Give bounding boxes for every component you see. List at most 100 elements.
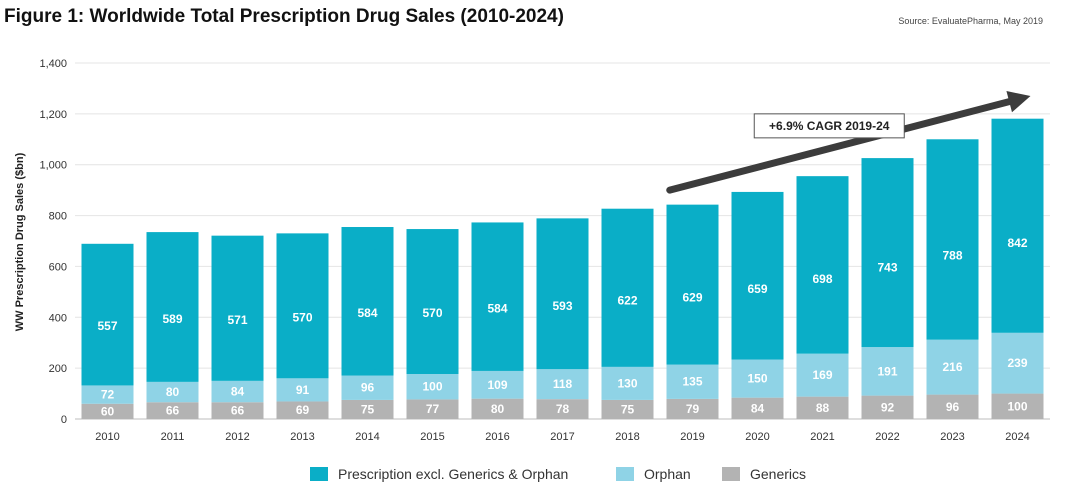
y-axis-ticks: 0 200 400 600 800 1,000 1,200 1,400 xyxy=(39,58,67,426)
data-label: 80 xyxy=(491,402,505,416)
y-tick-label: 1,200 xyxy=(39,109,67,121)
bar-prescription xyxy=(276,233,329,379)
x-tick-label: 2022 xyxy=(875,431,899,443)
y-axis-label: WW Prescription Drug Sales ($bn) xyxy=(14,152,26,331)
data-label: 629 xyxy=(682,290,702,304)
data-label: 100 xyxy=(422,380,442,394)
y-tick-label: 800 xyxy=(49,211,67,223)
y-tick-label: 200 xyxy=(49,363,67,375)
bar-generics xyxy=(991,393,1044,419)
data-label: 169 xyxy=(812,368,832,382)
y-tick-label: 600 xyxy=(49,261,67,273)
legend: Prescription excl. Generics & Orphan Orph… xyxy=(310,466,806,482)
data-label: 788 xyxy=(942,249,962,263)
bar-orphan xyxy=(861,347,914,396)
data-label: 135 xyxy=(682,375,702,389)
x-tick-label: 2013 xyxy=(290,431,314,443)
data-label: 72 xyxy=(101,388,115,402)
data-label: 589 xyxy=(162,312,182,326)
bar-orphan xyxy=(796,353,849,397)
x-tick-label: 2012 xyxy=(225,431,249,443)
bar-group-2022: 92 191 743 xyxy=(861,158,914,419)
bar-generics xyxy=(926,394,979,419)
legend-label: Generics xyxy=(750,466,806,482)
data-label: 75 xyxy=(621,402,635,416)
y-tick-label: 400 xyxy=(49,312,67,324)
x-tick-label: 2011 xyxy=(161,431,185,443)
data-label: 66 xyxy=(231,404,245,418)
bar-generics xyxy=(796,396,849,419)
bar-prescription xyxy=(861,158,914,348)
data-label: 130 xyxy=(617,376,637,390)
data-label: 842 xyxy=(1007,236,1027,250)
data-label: 584 xyxy=(357,306,377,320)
bar-group-2016: 80 109 584 xyxy=(471,222,524,419)
bar-group-2019: 79 135 629 xyxy=(666,204,719,419)
bar-orphan xyxy=(276,378,329,402)
legend-swatch xyxy=(310,467,328,481)
data-label: 84 xyxy=(751,401,765,415)
bar-group-2021: 88 169 698 xyxy=(796,176,849,419)
bar-orphan xyxy=(991,332,1044,394)
x-tick-label: 2010 xyxy=(95,431,119,443)
y-tick-label: 1,400 xyxy=(39,58,67,70)
x-tick-label: 2023 xyxy=(940,431,964,443)
data-label: 622 xyxy=(617,293,637,307)
data-label: 96 xyxy=(946,400,960,414)
data-label: 91 xyxy=(296,383,310,397)
cagr-arrow-head xyxy=(1006,90,1031,113)
bar-prescription xyxy=(146,232,199,382)
data-label: 191 xyxy=(877,364,897,378)
data-label: 78 xyxy=(556,402,570,416)
data-label: 80 xyxy=(166,385,180,399)
bar-orphan xyxy=(471,370,524,399)
bar-orphan xyxy=(731,359,784,398)
bar-generics xyxy=(601,399,654,419)
data-label: 60 xyxy=(101,404,115,418)
legend-swatch xyxy=(616,467,634,481)
data-label: 150 xyxy=(747,372,767,386)
bar-generics xyxy=(731,397,784,419)
bar-group-2018: 75 130 622 xyxy=(601,208,654,419)
y-tick-label: 0 xyxy=(61,414,67,426)
bar-orphan xyxy=(211,380,264,403)
data-label: 584 xyxy=(487,302,507,316)
data-label: 743 xyxy=(877,261,897,275)
bars: 60 72 557 66 80 589 66 84 571 69 91 570 75 96 584 77 100… xyxy=(81,118,1044,419)
bar-generics xyxy=(81,403,134,419)
bar-generics xyxy=(536,399,589,419)
bar-group-2023: 96 216 788 xyxy=(926,139,979,419)
bar-group-2014: 75 96 584 xyxy=(341,227,394,419)
data-label: 118 xyxy=(553,377,573,391)
data-label: 570 xyxy=(422,306,442,320)
bar-generics xyxy=(146,402,199,419)
bar-generics xyxy=(276,401,329,419)
x-tick-label: 2020 xyxy=(745,431,769,443)
cagr-annotation: +6.9% CAGR 2019-24 xyxy=(666,90,1031,194)
data-label: 571 xyxy=(227,313,247,327)
legend-swatch xyxy=(722,467,740,481)
x-tick-label: 2017 xyxy=(550,431,574,443)
bar-prescription xyxy=(81,243,134,386)
data-label: 557 xyxy=(97,319,117,333)
bar-group-2013: 69 91 570 xyxy=(276,233,329,419)
data-label: 79 xyxy=(686,402,700,416)
chart-source: Source: EvaluatePharma, May 2019 xyxy=(898,16,1043,26)
bar-group-2015: 77 100 570 xyxy=(406,229,459,419)
chart-title: Figure 1: Worldwide Total Prescription D… xyxy=(4,6,564,27)
bar-group-2020: 84 150 659 xyxy=(731,191,784,419)
bar-generics xyxy=(341,399,394,419)
x-tick-label: 2015 xyxy=(420,431,444,443)
data-label: 593 xyxy=(552,299,572,313)
bar-group-2010: 60 72 557 xyxy=(81,243,134,419)
bar-generics xyxy=(471,398,524,419)
bar-orphan xyxy=(81,385,134,404)
data-label: 77 xyxy=(426,402,440,416)
x-tick-label: 2024 xyxy=(1005,431,1029,443)
x-tick-label: 2019 xyxy=(680,431,704,443)
legend-orphan: Orphan xyxy=(616,466,691,482)
data-label: 698 xyxy=(812,272,832,286)
bar-prescription xyxy=(601,208,654,367)
y-tick-label: 1,000 xyxy=(39,160,67,172)
